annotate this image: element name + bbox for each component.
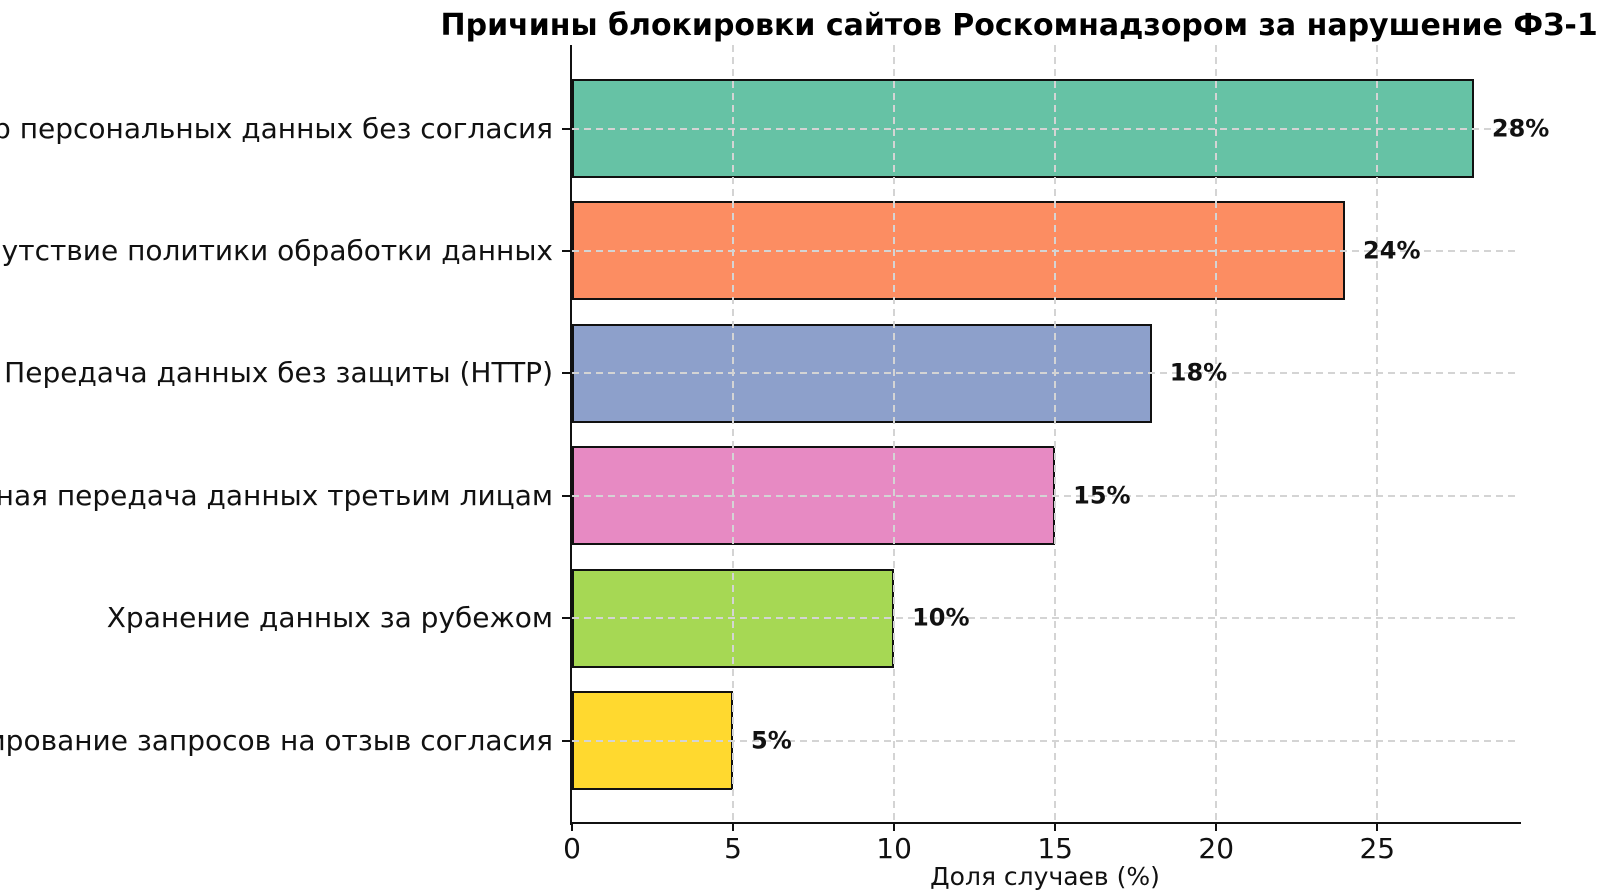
gridline-vertical bbox=[732, 45, 735, 823]
x-axis-tick-labels: 0 5 10 15 20 25 bbox=[563, 832, 1519, 866]
x-tick-mark bbox=[893, 823, 896, 831]
x-tick-label: 5 bbox=[724, 832, 742, 865]
x-tick-label: 25 bbox=[1359, 832, 1396, 865]
y-category-label: Отсутствие политики обработки данных bbox=[0, 233, 553, 267]
x-tick-mark bbox=[732, 823, 735, 831]
x-tick-mark bbox=[1054, 823, 1057, 831]
y-axis-labels: Сбор персональных данных без согласия Отс… bbox=[0, 45, 553, 823]
y-category-label: Игнорирование запросов на отзыв согласия bbox=[0, 723, 553, 757]
gridline-vertical bbox=[1215, 45, 1218, 823]
x-tick-mark bbox=[571, 823, 573, 831]
y-axis-spine bbox=[570, 45, 572, 825]
x-tick-mark bbox=[1376, 823, 1379, 831]
y-tick-mark bbox=[562, 617, 570, 620]
bar-value-label: 5% bbox=[751, 725, 792, 754]
gridline-horizontal bbox=[572, 494, 1519, 497]
bar-value-label: 24% bbox=[1363, 236, 1421, 265]
y-category-label: Передача данных без защиты (HTTP) bbox=[4, 356, 553, 390]
y-category-label: Сбор персональных данных без согласия bbox=[0, 111, 553, 145]
bar-value-label: 28% bbox=[1491, 113, 1550, 142]
gridline-horizontal bbox=[572, 127, 1519, 130]
y-tick-mark bbox=[562, 494, 570, 497]
gridline-horizontal bbox=[572, 372, 1519, 375]
gridline-vertical bbox=[893, 45, 896, 823]
y-category-label: Неправильная передача данных третьим лиц… bbox=[0, 478, 553, 512]
x-tick-label: 20 bbox=[1198, 832, 1235, 865]
x-tick-mark bbox=[1215, 823, 1218, 831]
x-axis-spine bbox=[570, 822, 1521, 824]
y-tick-mark bbox=[562, 372, 570, 375]
x-axis-title: Доля случаев (%) bbox=[930, 862, 1160, 891]
chart-title: Причины блокировки сайтов Роскомнадзором… bbox=[440, 8, 1600, 43]
gridline-horizontal bbox=[572, 617, 1519, 620]
y-category-label: Хранение данных за рубежом bbox=[106, 600, 553, 634]
gridline-vertical bbox=[1376, 45, 1379, 823]
bar-value-label: 15% bbox=[1073, 481, 1131, 510]
x-tick-label: 0 bbox=[563, 832, 581, 865]
gridline-horizontal bbox=[572, 249, 1519, 252]
y-tick-mark bbox=[562, 249, 570, 252]
x-tick-label: 15 bbox=[1037, 832, 1073, 865]
x-tick-label: 10 bbox=[876, 832, 912, 865]
y-tick-mark bbox=[562, 739, 570, 742]
plot-area: 28% 24% 18% 15% 10% 5% bbox=[562, 45, 1549, 831]
bar-value-label: 10% bbox=[912, 603, 970, 632]
bar-value-label: 18% bbox=[1169, 358, 1228, 387]
gridline-horizontal bbox=[572, 739, 1519, 742]
y-tick-mark bbox=[562, 127, 570, 130]
gridline-vertical bbox=[1054, 45, 1057, 823]
